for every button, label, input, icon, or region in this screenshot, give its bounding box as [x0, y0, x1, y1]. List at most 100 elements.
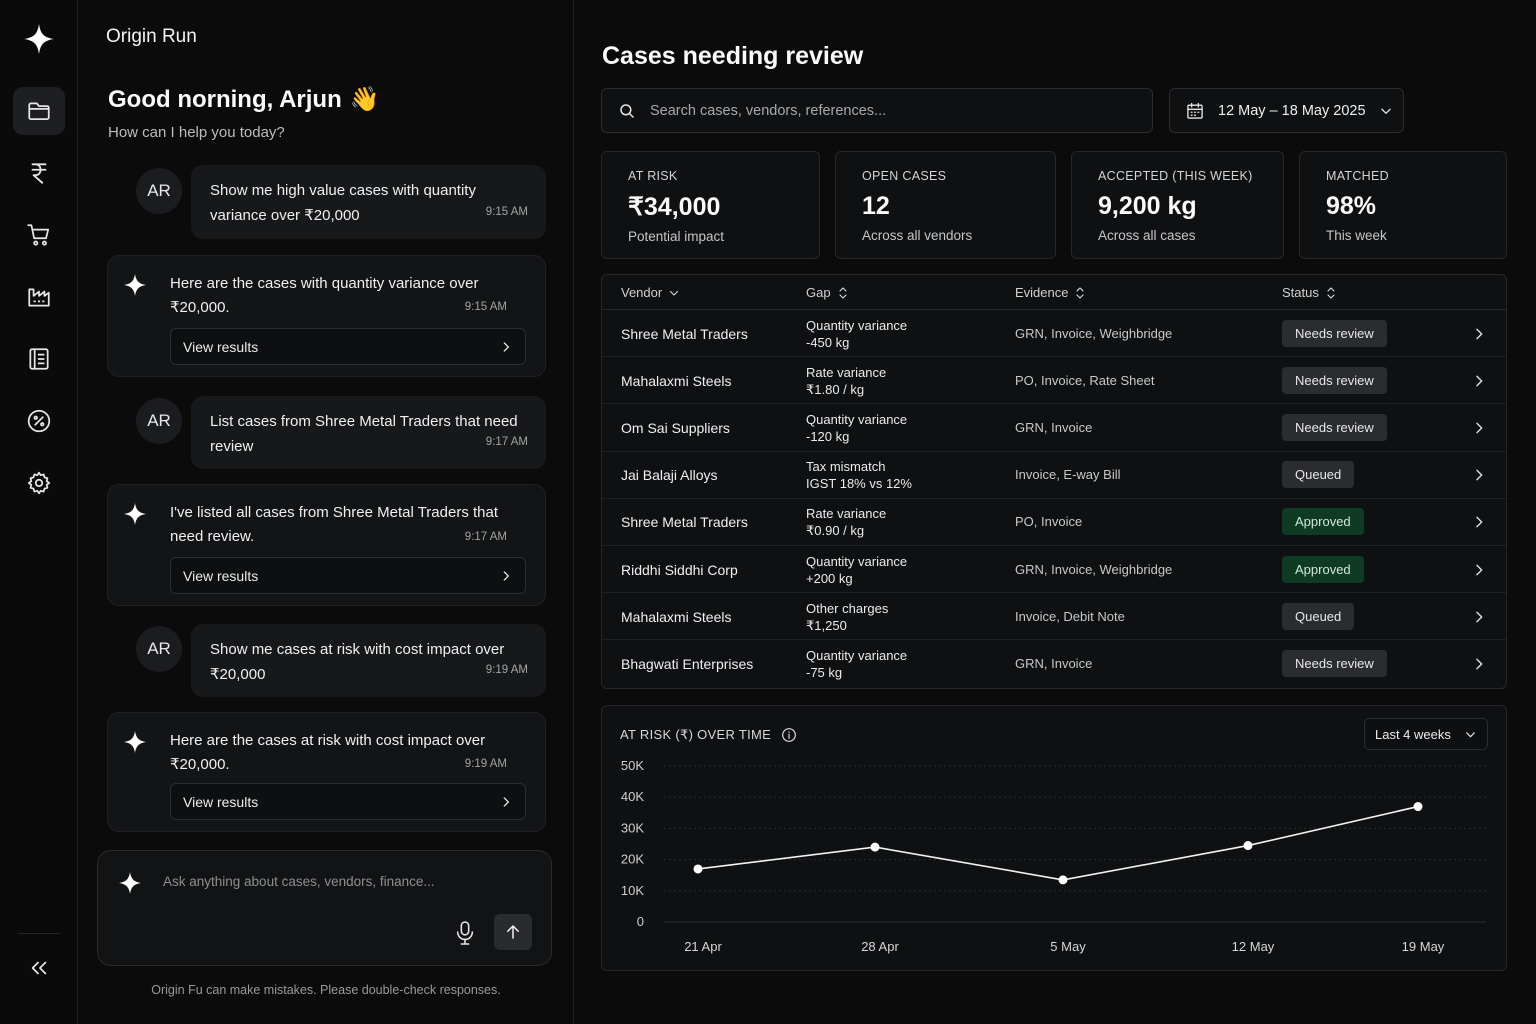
- gap-cell: Rate variance ₹1.80 / kg: [806, 364, 886, 398]
- gap-type: Other charges: [806, 600, 889, 616]
- rupee-icon[interactable]: [13, 149, 65, 197]
- column-status[interactable]: Status: [1282, 285, 1337, 300]
- view-results-button[interactable]: View results: [170, 783, 526, 820]
- message-text: Show me high value cases with quantity v…: [210, 182, 476, 224]
- microphone-icon[interactable]: [454, 920, 476, 946]
- factory-icon[interactable]: [13, 273, 65, 321]
- message-text: Here are the cases at risk with cost imp…: [170, 732, 486, 773]
- chevron-right-icon[interactable]: [1471, 373, 1487, 389]
- search-input[interactable]: Search cases, vendors, references...: [601, 88, 1153, 133]
- column-gap[interactable]: Gap: [806, 285, 849, 300]
- column-evidence[interactable]: Evidence: [1015, 285, 1086, 300]
- chevron-right-icon[interactable]: [1471, 420, 1487, 436]
- data-point[interactable]: [693, 864, 703, 874]
- vendor-cell: Om Sai Suppliers: [621, 419, 730, 436]
- data-point[interactable]: [1243, 841, 1253, 851]
- gap-value: -450 kg: [806, 334, 850, 350]
- chevron-right-icon: [503, 341, 510, 352]
- view-results-button[interactable]: View results: [170, 328, 526, 365]
- message-text: List cases from Shree Metal Traders that…: [210, 413, 518, 455]
- stat-value: 9,200 kg: [1098, 192, 1197, 220]
- range-select[interactable]: Last 4 weeks: [1364, 718, 1488, 750]
- double-chevron-left-icon[interactable]: [13, 944, 65, 992]
- chevron-down-icon: [670, 290, 679, 296]
- column-label: Gap: [806, 285, 831, 300]
- gap-type: Tax mismatch: [806, 459, 886, 475]
- composer-placeholder[interactable]: Ask anything about cases, vendors, finan…: [163, 874, 435, 889]
- chat-composer[interactable]: Ask anything about cases, vendors, finan…: [97, 850, 552, 966]
- chevron-right-icon[interactable]: [1471, 514, 1487, 530]
- stat-sub: Across all vendors: [862, 228, 973, 243]
- status-badge: Needs review: [1282, 649, 1387, 677]
- y-tick-label: 30K: [621, 820, 644, 835]
- column-vendor[interactable]: Vendor: [621, 285, 680, 300]
- data-point[interactable]: [1413, 802, 1423, 812]
- stat-sub: Potential impact: [628, 229, 725, 244]
- chevron-right-icon[interactable]: [1471, 656, 1487, 672]
- table-row[interactable]: Om Sai Suppliers Quantity variance -120 kg…: [602, 404, 1506, 452]
- chevron-right-icon[interactable]: [1471, 326, 1487, 342]
- send-button[interactable]: [494, 914, 532, 950]
- gap-type: Rate variance: [806, 364, 887, 380]
- chevron-right-icon[interactable]: [1471, 562, 1487, 578]
- table-header: Vendor Gap Evidence Status: [602, 275, 1506, 310]
- message-time: 9:15 AM: [464, 301, 507, 313]
- chart-title: AT RISK (₹) OVER TIME: [620, 727, 797, 743]
- message-time: 9:17 AM: [464, 531, 507, 543]
- gap-value: IGST 18% vs 12%: [806, 476, 912, 492]
- data-point[interactable]: [870, 842, 880, 852]
- sparkle-logo-icon[interactable]: [22, 22, 56, 56]
- user-message: Show me cases at risk with cost impact o…: [191, 624, 546, 697]
- table-row[interactable]: Shree Metal Traders Rate variance ₹0.90 / …: [602, 499, 1506, 546]
- disclaimer: Origin Fu can make mistakes. Please doub…: [151, 983, 501, 997]
- table-row[interactable]: Bhagwati Enterprises Quantity variance -75…: [602, 640, 1506, 687]
- table-row[interactable]: Shree Metal Traders Quantity variance -450…: [602, 310, 1506, 358]
- sparkle-icon: [124, 503, 146, 525]
- gap-type: Quantity variance: [806, 411, 908, 427]
- date-range-picker[interactable]: 12 May – 18 May 2025: [1169, 88, 1404, 133]
- status-badge: Needs review: [1282, 413, 1387, 441]
- vendor-cell: Mahalaxmi Steels: [621, 372, 732, 389]
- button-label: View results: [183, 338, 259, 355]
- percent-icon[interactable]: [13, 397, 65, 445]
- greeting: Good norning, Arjun 👋: [108, 85, 380, 114]
- evidence-cell: PO, Invoice, Rate Sheet: [1015, 372, 1155, 388]
- evidence-cell: PO, Invoice: [1015, 514, 1083, 530]
- column-label: Vendor: [621, 285, 663, 300]
- y-tick-label: 10K: [621, 883, 644, 898]
- chevron-right-icon[interactable]: [1471, 467, 1487, 483]
- y-tick-label: 20K: [621, 852, 644, 867]
- stat-value: 12: [862, 192, 890, 220]
- table-row[interactable]: Mahalaxmi Steels Other charges ₹1,250 Invoi…: [602, 593, 1506, 641]
- data-point[interactable]: [1058, 875, 1068, 885]
- x-tick-label: 28 Apr: [861, 939, 899, 954]
- greeting-text: Good norning, Arjun: [108, 85, 342, 113]
- user-message: Show me high value cases with quantity v…: [191, 165, 546, 239]
- gap-value: +200 kg: [806, 570, 853, 586]
- vendor-cell: Riddhi Siddhi Corp: [621, 561, 738, 578]
- message-text: Here are the cases with quantity varianc…: [170, 275, 479, 316]
- folder-icon[interactable]: [13, 87, 65, 135]
- cases-table: Vendor Gap Evidence Status Shree Metal T…: [601, 274, 1507, 689]
- page-title: Cases needing review: [602, 42, 864, 70]
- gap-type: Quantity variance: [806, 317, 908, 333]
- chevron-right-icon[interactable]: [1471, 609, 1487, 625]
- table-row[interactable]: Riddhi Siddhi Corp Quantity variance +200 …: [602, 546, 1506, 594]
- cart-icon[interactable]: [13, 211, 65, 259]
- at-risk-chart-card: AT RISK (₹) OVER TIME Last 4 weeks 0 10K 2…: [601, 705, 1507, 971]
- assistant-message: Here are the cases at risk with cost imp…: [107, 712, 546, 832]
- x-tick-label: 5 May: [1050, 939, 1086, 954]
- chevron-down-icon: [1466, 731, 1475, 737]
- table-row[interactable]: Mahalaxmi Steels Rate variance ₹1.80 / kg P…: [602, 357, 1506, 405]
- view-results-button[interactable]: View results: [170, 557, 526, 594]
- chevron-right-icon: [503, 796, 510, 807]
- column-label: Status: [1282, 285, 1319, 300]
- gap-value: ₹1,250: [806, 617, 847, 633]
- y-tick-label: 0: [637, 914, 644, 929]
- ledger-icon[interactable]: [13, 335, 65, 383]
- table-row[interactable]: Jai Balaji Alloys Tax mismatch IGST 18% vs…: [602, 452, 1506, 499]
- gear-icon[interactable]: [13, 459, 65, 507]
- sort-icon: [838, 286, 847, 299]
- status-badge: Needs review: [1282, 319, 1387, 347]
- info-icon[interactable]: [781, 727, 797, 743]
